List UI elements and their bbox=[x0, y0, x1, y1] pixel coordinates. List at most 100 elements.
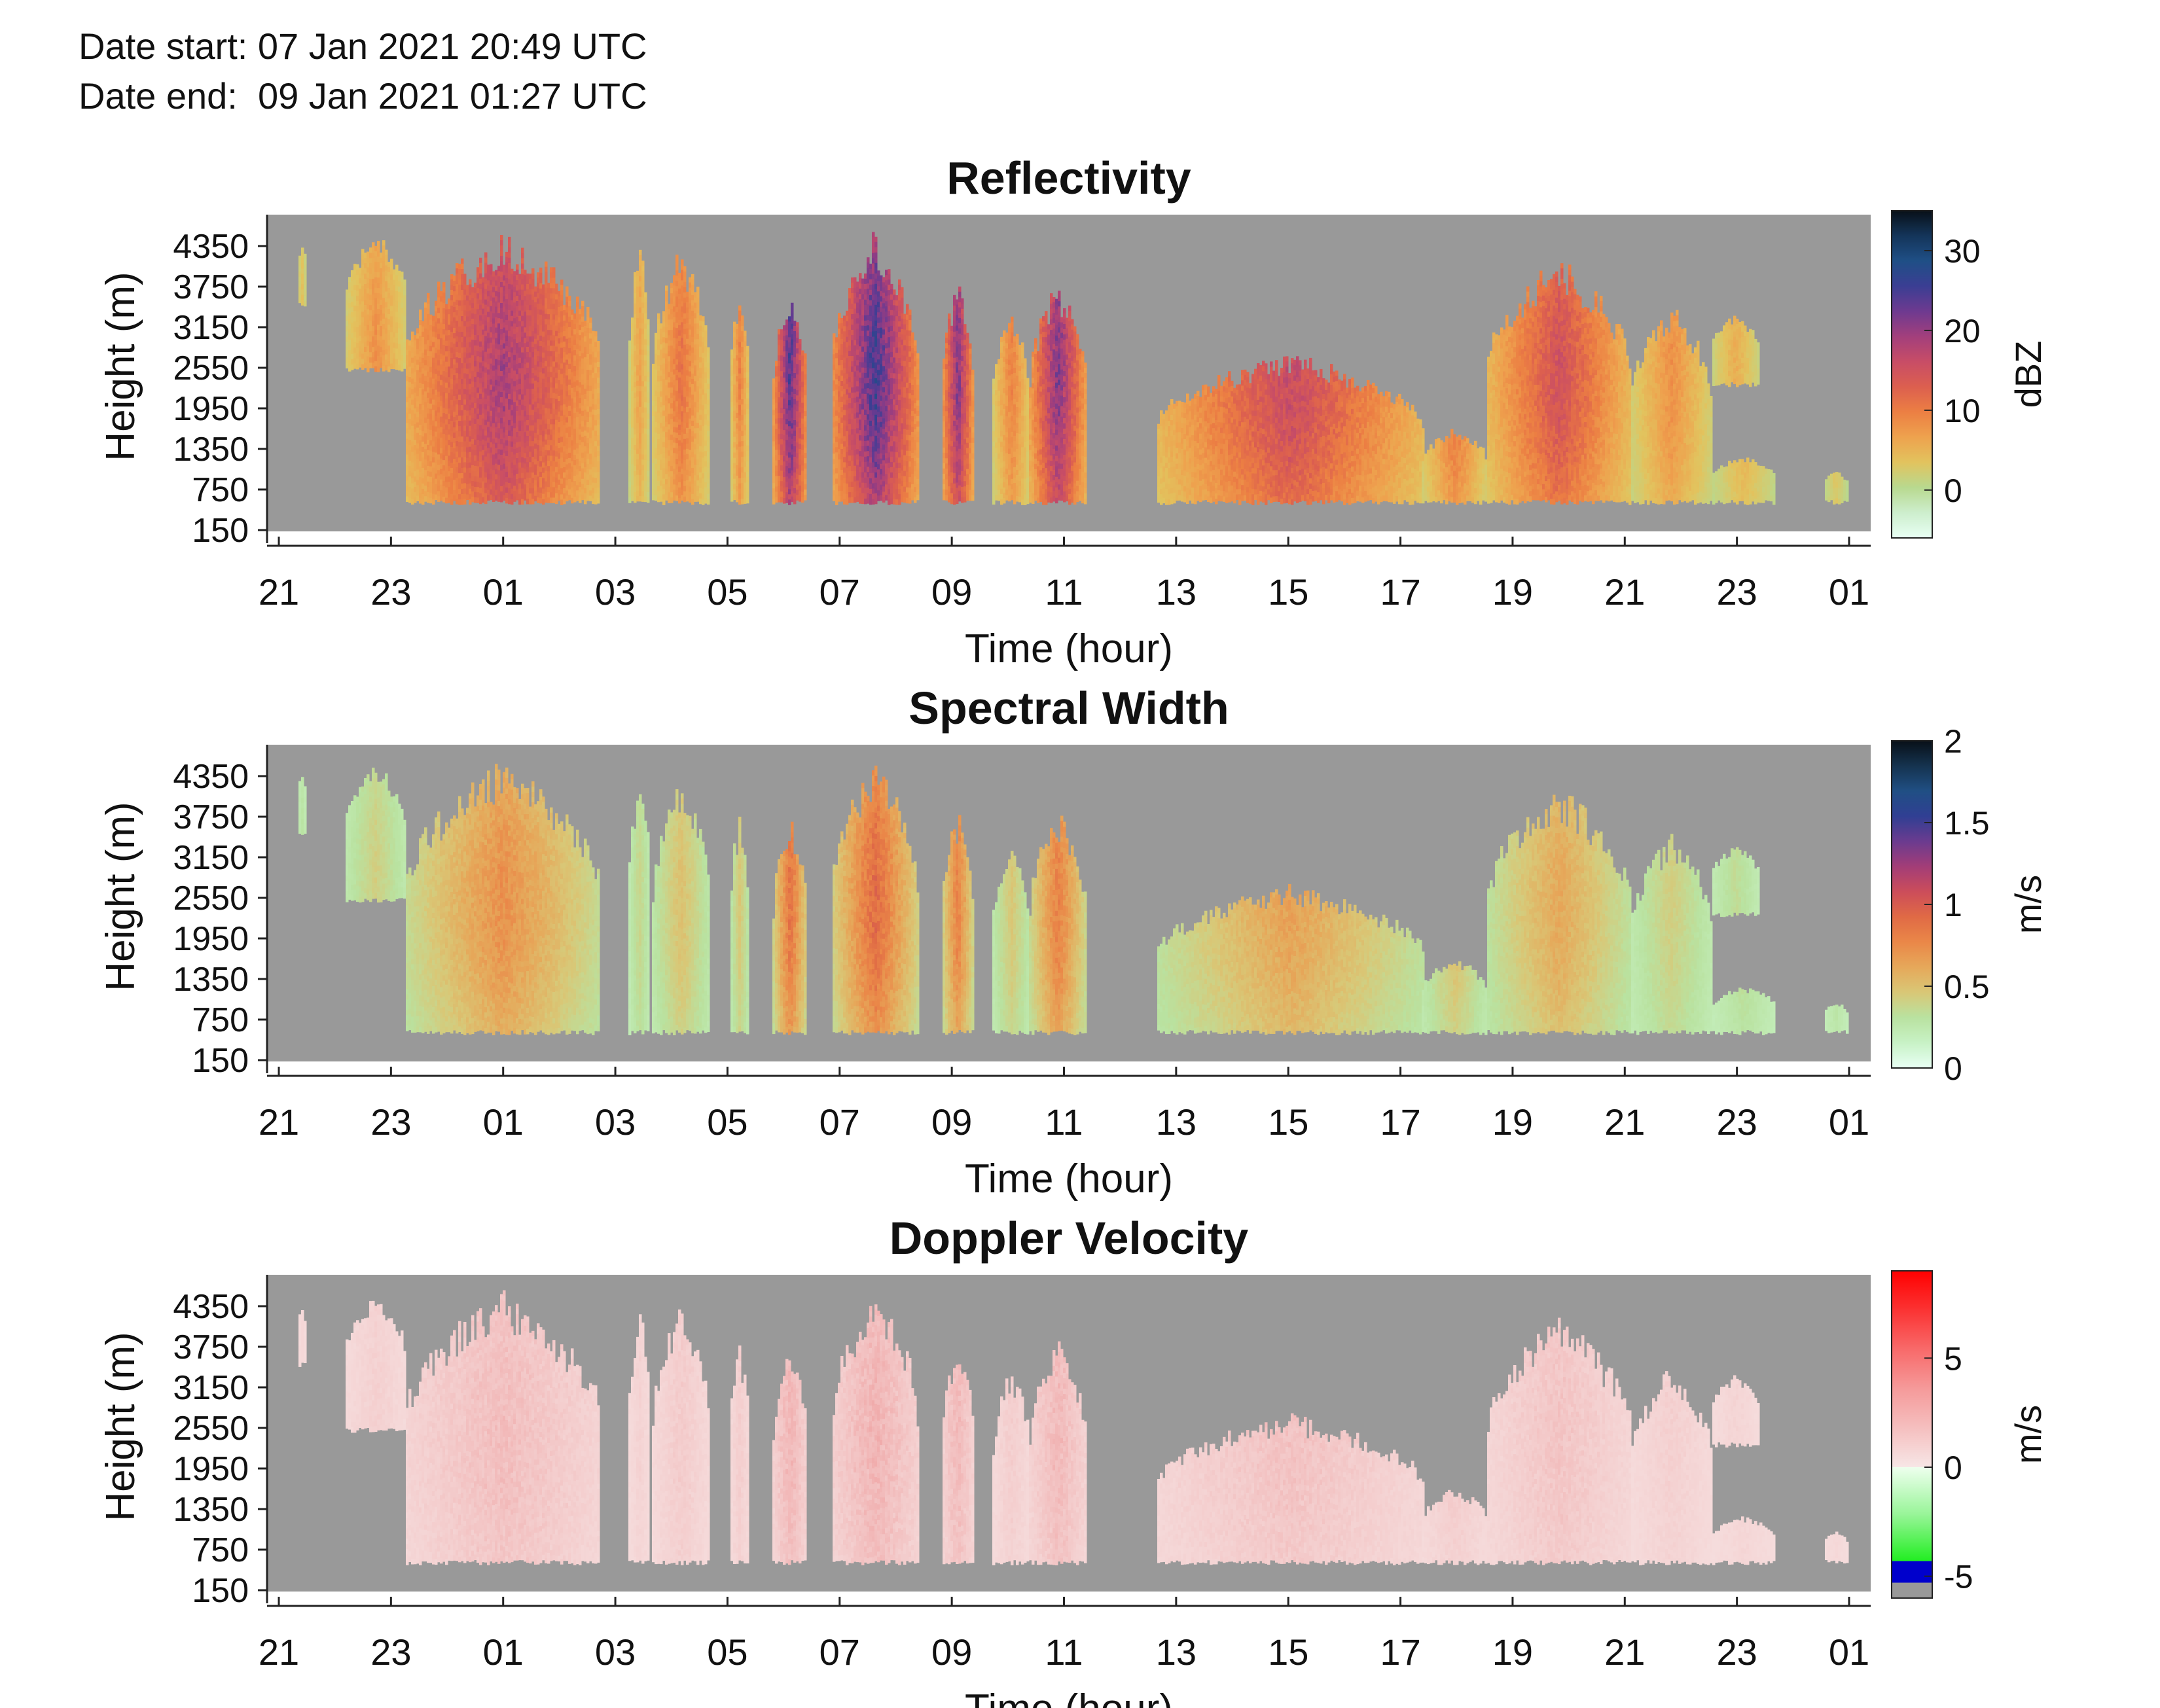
heatmap-cell bbox=[367, 278, 370, 284]
heatmap-cell bbox=[361, 344, 365, 349]
heatmap-cell bbox=[385, 323, 388, 329]
heatmap-cell bbox=[422, 374, 425, 380]
heatmap-cell bbox=[359, 336, 362, 342]
heatmap-cell bbox=[367, 252, 370, 258]
heatmap-cell bbox=[372, 258, 375, 264]
heatmap-cell bbox=[422, 347, 425, 353]
heatmap-cell bbox=[353, 332, 357, 337]
heatmap-cell bbox=[374, 361, 378, 367]
heatmap-cell bbox=[382, 350, 386, 356]
heatmap-cell bbox=[411, 410, 414, 416]
heatmap-cell bbox=[361, 249, 365, 255]
heatmap-cell bbox=[301, 274, 304, 279]
heatmap-cell bbox=[427, 366, 430, 372]
heatmap-cell bbox=[390, 343, 393, 349]
heatmap-cell bbox=[351, 354, 354, 360]
heatmap-cell bbox=[416, 449, 420, 455]
heatmap-cell bbox=[403, 332, 406, 338]
heatmap-cell bbox=[359, 346, 362, 352]
heatmap-cell bbox=[416, 486, 420, 491]
heatmap-cell bbox=[351, 302, 354, 308]
heatmap-cell bbox=[356, 348, 359, 354]
heatmap-cell bbox=[414, 471, 417, 477]
heatmap-cell bbox=[359, 273, 362, 279]
heatmap-cell bbox=[416, 407, 420, 413]
heatmap-cell bbox=[408, 455, 412, 461]
heatmap-cell bbox=[361, 286, 365, 292]
heatmap-cell bbox=[427, 424, 430, 430]
heatmap-cell bbox=[359, 341, 362, 347]
heatmap-cell bbox=[398, 349, 401, 355]
heatmap-cell bbox=[416, 339, 420, 345]
heatmap-cell bbox=[406, 460, 409, 466]
heatmap-cell bbox=[408, 461, 412, 467]
heatmap-cell bbox=[429, 346, 433, 352]
heatmap-cell bbox=[414, 440, 417, 446]
heatmap-cell bbox=[372, 352, 375, 358]
heatmap-cell bbox=[408, 476, 412, 482]
heatmap-cell bbox=[406, 465, 409, 471]
heatmap-cell bbox=[301, 258, 304, 264]
heatmap-cell bbox=[385, 266, 388, 272]
heatmap-cell bbox=[414, 351, 417, 357]
heatmap-cell bbox=[359, 315, 362, 321]
heatmap-cell bbox=[429, 357, 433, 363]
heatmap-cell bbox=[411, 499, 414, 505]
heatmap-cell bbox=[380, 331, 383, 337]
heatmap-cell bbox=[398, 329, 401, 334]
heatmap-cell bbox=[406, 413, 409, 419]
heatmap-cell bbox=[346, 300, 349, 306]
heatmap-cell bbox=[374, 288, 378, 294]
heatmap-cell bbox=[369, 289, 372, 295]
heatmap-cell bbox=[367, 273, 370, 279]
heatmap-cell bbox=[398, 334, 401, 340]
heatmap-cell bbox=[387, 272, 391, 278]
heatmap-cell bbox=[411, 416, 414, 421]
heatmap-cell bbox=[382, 287, 386, 293]
heatmap-cell bbox=[361, 333, 365, 339]
heatmap-cell bbox=[406, 450, 409, 455]
heatmap-cell bbox=[348, 345, 351, 351]
heatmap-cell bbox=[361, 270, 365, 276]
heatmap-cell bbox=[419, 467, 422, 472]
heatmap-cell bbox=[411, 473, 414, 479]
heatmap-cell bbox=[408, 429, 412, 435]
heatmap-cell bbox=[374, 293, 378, 299]
heatmap-cell bbox=[424, 370, 427, 376]
heatmap-cell bbox=[424, 438, 427, 444]
heatmap-cell bbox=[374, 319, 378, 325]
heatmap-cell bbox=[416, 412, 420, 418]
heatmap-cell bbox=[427, 398, 430, 404]
heatmap-cell bbox=[377, 262, 380, 268]
heatmap-cell bbox=[393, 338, 396, 344]
heatmap-cell bbox=[298, 256, 302, 262]
heatmap-cell bbox=[377, 361, 380, 367]
heatmap-cell bbox=[377, 314, 380, 320]
heatmap-cell bbox=[424, 496, 427, 502]
heatmap-cell bbox=[424, 433, 427, 439]
heatmap-cell bbox=[393, 275, 396, 281]
heatmap-cell bbox=[403, 285, 406, 291]
heatmap-cell bbox=[364, 331, 367, 337]
heatmap-cell bbox=[408, 497, 412, 503]
heatmap-cell bbox=[382, 366, 386, 372]
heatmap-cell bbox=[374, 251, 378, 257]
heatmap-cell bbox=[356, 301, 359, 307]
heatmap-cell bbox=[427, 408, 430, 414]
heatmap-cell bbox=[403, 279, 406, 285]
heatmap-cell bbox=[422, 421, 425, 427]
heatmap-cell bbox=[422, 342, 425, 348]
heatmap-cell bbox=[411, 389, 414, 395]
heatmap-cell bbox=[369, 342, 372, 347]
heatmap-cell bbox=[374, 298, 378, 304]
heatmap-cell bbox=[419, 435, 422, 441]
heatmap-cell bbox=[374, 346, 378, 351]
heatmap-cell bbox=[353, 300, 357, 306]
heatmap-cell bbox=[380, 326, 383, 332]
heatmap-cell bbox=[422, 405, 425, 411]
heatmap-cell bbox=[374, 314, 378, 320]
heatmap-cell bbox=[298, 282, 302, 288]
heatmap-cell bbox=[304, 254, 307, 260]
heatmap-cell bbox=[398, 302, 401, 308]
heatmap-cell bbox=[385, 276, 388, 282]
